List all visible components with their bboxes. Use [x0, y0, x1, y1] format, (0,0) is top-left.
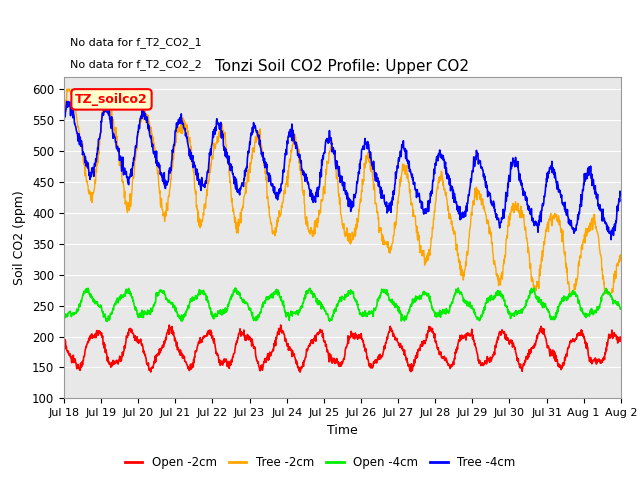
- Tree -4cm: [60, 116, 68, 122]
- Tree -4cm: [551, 169, 559, 175]
- Open -2cm: [60, 333, 68, 339]
- Open -2cm: [277, 322, 285, 328]
- Open -4cm: [60, 313, 68, 319]
- X-axis label: Time: Time: [327, 424, 358, 437]
- Open -4cm: [617, 305, 625, 311]
- Open -4cm: [552, 313, 559, 319]
- Tree -2cm: [246, 162, 254, 168]
- Tree -4cm: [429, 177, 437, 183]
- Open -2cm: [246, 334, 254, 340]
- Open -4cm: [103, 319, 111, 324]
- Tree -2cm: [551, 211, 559, 216]
- Line: Tree -2cm: Tree -2cm: [64, 89, 621, 293]
- Tree -2cm: [171, 143, 179, 148]
- Text: No data for f_T2_CO2_1: No data for f_T2_CO2_1: [70, 36, 201, 48]
- Open -2cm: [502, 337, 510, 343]
- Tree -4cm: [246, 135, 254, 141]
- Tree -2cm: [502, 241, 509, 247]
- Y-axis label: Soil CO2 (ppm): Soil CO2 (ppm): [13, 190, 26, 285]
- Open -4cm: [246, 306, 254, 312]
- Tree -4cm: [617, 192, 625, 197]
- Tree -4cm: [65, 99, 72, 105]
- Tree -2cm: [184, 131, 192, 137]
- Tree -4cm: [171, 138, 179, 144]
- Open -4cm: [184, 302, 192, 308]
- Legend: Open -2cm, Tree -2cm, Open -4cm, Tree -4cm: Open -2cm, Tree -2cm, Open -4cm, Tree -4…: [120, 452, 520, 474]
- Line: Open -2cm: Open -2cm: [64, 325, 621, 372]
- Open -4cm: [171, 302, 179, 308]
- Open -4cm: [502, 303, 510, 309]
- Open -2cm: [296, 369, 304, 375]
- Tree -2cm: [63, 86, 71, 92]
- Tree -2cm: [566, 290, 573, 296]
- Open -4cm: [429, 307, 437, 313]
- Tree -2cm: [617, 252, 625, 257]
- Line: Open -4cm: Open -4cm: [64, 288, 621, 322]
- Open -2cm: [170, 334, 178, 339]
- Text: No data for f_T2_CO2_2: No data for f_T2_CO2_2: [70, 59, 202, 70]
- Tree -2cm: [60, 117, 68, 123]
- Line: Tree -4cm: Tree -4cm: [64, 102, 621, 240]
- Tree -4cm: [607, 237, 615, 242]
- Open -4cm: [454, 285, 462, 291]
- Open -2cm: [429, 331, 437, 336]
- Text: TZ_soilco2: TZ_soilco2: [75, 93, 148, 106]
- Open -2cm: [552, 358, 559, 364]
- Open -2cm: [617, 334, 625, 340]
- Tree -2cm: [429, 224, 437, 229]
- Title: Tonzi Soil CO2 Profile: Upper CO2: Tonzi Soil CO2 Profile: Upper CO2: [216, 59, 469, 74]
- Tree -4cm: [502, 190, 509, 195]
- Open -2cm: [184, 365, 191, 371]
- Tree -4cm: [184, 143, 192, 149]
